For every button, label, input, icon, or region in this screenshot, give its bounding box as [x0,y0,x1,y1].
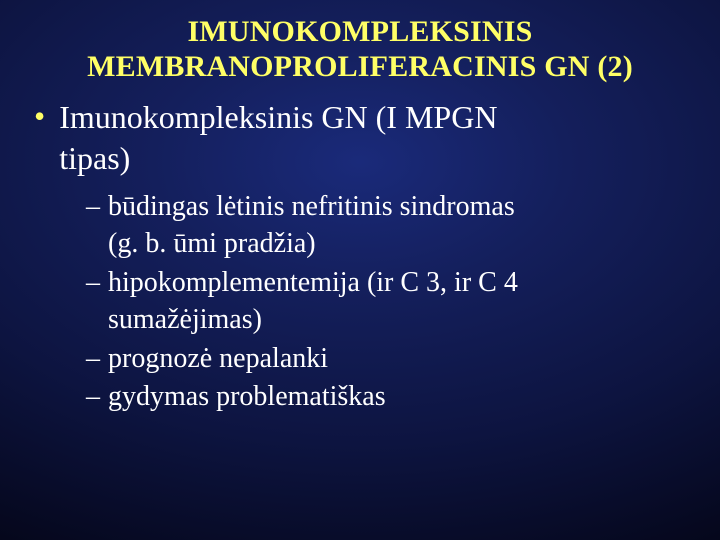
dash-icon: – [86,379,100,416]
dash-icon: – [86,265,100,302]
list-item-text: hipokomplementemija (ir C 3, ir C 4 suma… [108,265,518,339]
list-item-text: būdingas lėtinis nefritinis sindromas (g… [108,189,515,263]
level-2-list: – būdingas lėtinis nefritinis sindromas … [86,189,692,417]
lvl1-line-1: Imunokompleksinis GN (I MPGN [59,99,497,135]
lvl2-2-line1: prognozė nepalanki [108,343,328,374]
slide-title: IMUNOKOMPLEKSINIS MEMBRANOPROLIFERACINIS… [28,14,692,85]
list-item-text: prognozė nepalanki [108,341,328,378]
lvl2-0-line2: (g. b. ūmi pradžia) [108,228,316,259]
dash-icon: – [86,189,100,226]
lvl1-line-2: tipas) [59,140,130,176]
slide-root: IMUNOKOMPLEKSINIS MEMBRANOPROLIFERACINIS… [0,0,720,540]
bullet-level-1-text: Imunokompleksinis GN (I MPGN tipas) [59,97,497,179]
lvl2-1-line1: hipokomplementemija (ir C 3, ir C 4 [108,267,518,298]
lvl2-1-line2: sumažėjimas) [108,304,262,335]
title-line-1: IMUNOKOMPLEKSINIS [187,15,532,48]
list-item: – prognozė nepalanki [86,341,692,378]
list-item-text: gydymas problematiškas [108,379,386,416]
lvl2-3-line1: gydymas problematiškas [108,381,386,412]
title-line-2: MEMBRANOPROLIFERACINIS GN (2) [87,50,633,83]
list-item: – būdingas lėtinis nefritinis sindromas … [86,189,692,263]
bullet-icon: • [34,99,45,134]
list-item: – hipokomplementemija (ir C 3, ir C 4 su… [86,265,692,339]
dash-icon: – [86,341,100,378]
lvl2-0-line1: būdingas lėtinis nefritinis sindromas [108,191,515,222]
list-item: – gydymas problematiškas [86,379,692,416]
bullet-level-1: • Imunokompleksinis GN (I MPGN tipas) [34,97,692,179]
